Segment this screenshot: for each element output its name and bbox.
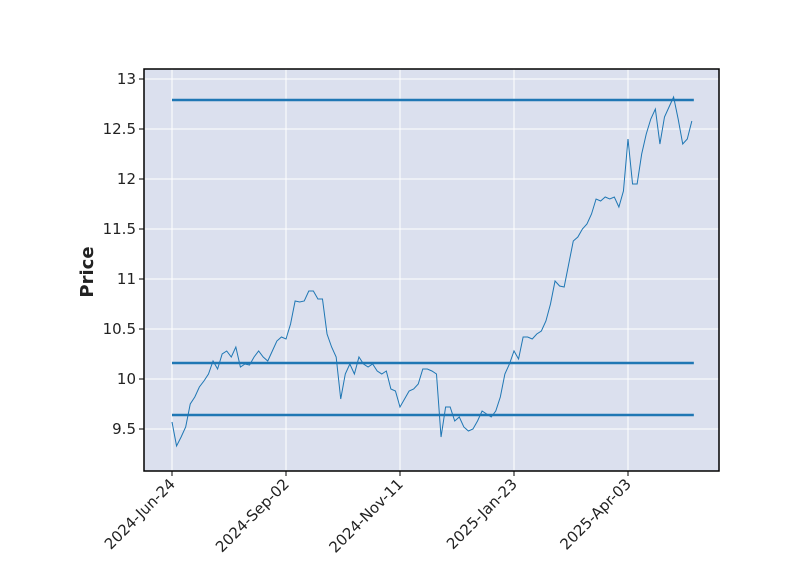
y-tick-label: 10.5: [103, 320, 136, 338]
y-tick-label: 12: [117, 170, 136, 188]
price-line: [171, 95, 693, 448]
y-tick-label: 10: [117, 370, 136, 388]
plot-area: [144, 69, 719, 471]
x-tick-label: 2024-Sep-02: [212, 475, 293, 556]
plot-border: [143, 68, 720, 472]
x-tick-label: 2024-Jun-24: [101, 475, 179, 553]
y-tick-label: 13: [117, 70, 136, 88]
x-tick-label: 2025-Apr-03: [557, 475, 635, 553]
x-tick-label: 2025-Jan-23: [443, 475, 521, 553]
y-axis-label: Price: [77, 246, 98, 297]
y-tick-label: 9.5: [112, 420, 136, 438]
y-tick-label: 11: [117, 270, 136, 288]
y-tick-label: 11.5: [103, 220, 136, 238]
x-tick-label: 2024-Nov-11: [326, 475, 407, 556]
y-tick-label: 12.5: [103, 120, 136, 138]
